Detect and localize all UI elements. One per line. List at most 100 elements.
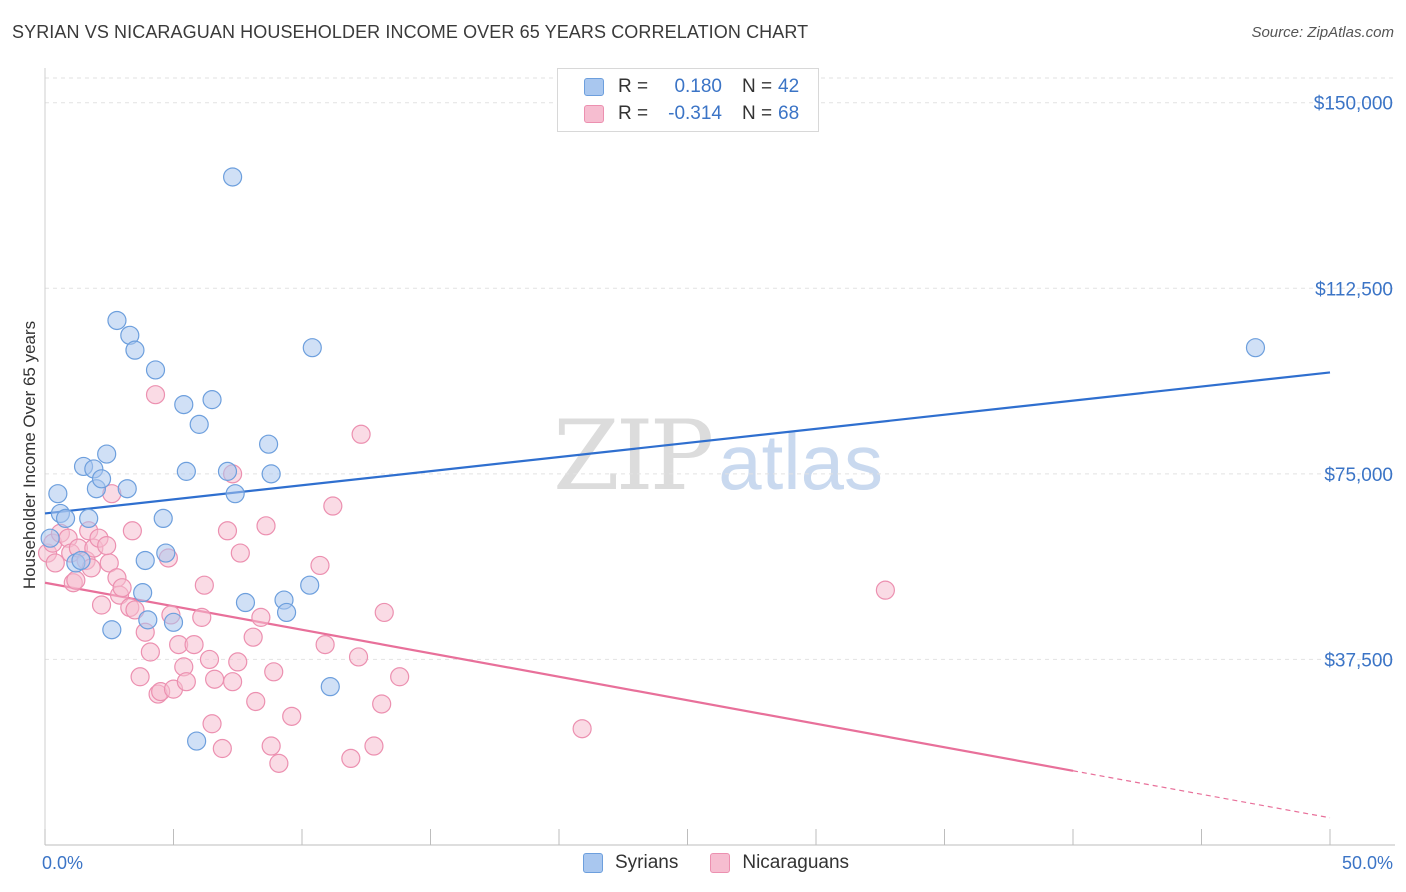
- legend-row-nicaraguans: R = -0.314 N = 68: [584, 101, 799, 127]
- nicaraguan-point: [122, 521, 142, 541]
- legend-swatch-nicaraguans: [584, 105, 604, 123]
- nicaraguan-point: [390, 667, 410, 687]
- nicaraguan-point: [256, 516, 276, 536]
- nicaraguan-point: [194, 575, 214, 595]
- nicaraguan-point: [230, 543, 250, 563]
- legend-r-label: R =: [618, 103, 649, 124]
- nicaraguan-point: [341, 748, 361, 769]
- legend-row-syrians: R = 0.180 N = 42: [584, 74, 799, 100]
- syrians-trend-line: [44, 371, 1331, 515]
- syrian-point: [261, 464, 281, 484]
- tick-labels: $37,500 $75,000 $112,500 $150,000 0.0% 50.0%: [42, 94, 1393, 873]
- nicaraguans-trend-line: [44, 581, 1074, 772]
- syrian-point: [91, 469, 112, 489]
- nicaraguan-point: [348, 647, 369, 667]
- legend-r-label: R =: [618, 76, 649, 97]
- y-tick-label: $75,000: [1324, 465, 1393, 486]
- x-tick-label-min: 0.0%: [42, 853, 83, 873]
- y-tick-label: $150,000: [1314, 94, 1393, 115]
- x-tick-label-max: 50.0%: [1342, 853, 1393, 873]
- syrian-point: [40, 528, 60, 548]
- nicaraguan-point: [66, 570, 86, 590]
- nicaraguan-point: [261, 736, 281, 756]
- legend-swatch-nicaraguans: [710, 853, 731, 873]
- nicaraguan-point: [875, 580, 895, 600]
- syrian-point: [176, 461, 196, 481]
- syrian-point: [102, 620, 122, 640]
- syrian-point: [187, 731, 207, 751]
- nicaraguan-point: [91, 595, 112, 615]
- syrian-point: [225, 484, 245, 504]
- syrian-point: [153, 508, 173, 529]
- syrian-point: [156, 543, 176, 563]
- correlation-legend: R = 0.180 N = 42 R = -0.314 N = 68: [557, 68, 819, 132]
- watermark: ZIP atlas: [553, 400, 883, 512]
- syrian-point: [1245, 338, 1266, 358]
- nicaraguan-point: [223, 672, 243, 692]
- syrian-point: [163, 612, 184, 632]
- chart-source: Source: ZipAtlas.com: [1251, 24, 1394, 41]
- y-tick-label: $37,500: [1324, 650, 1393, 671]
- nicaraguan-point: [202, 714, 222, 734]
- grid-lines: [45, 77, 1395, 660]
- legend-n-label: N =: [742, 103, 773, 124]
- nicaraguan-point: [130, 667, 150, 687]
- syrian-point: [202, 390, 222, 410]
- legend-label-syrians: Syrians: [615, 852, 679, 873]
- legend-item-nicaraguans[interactable]: Nicaraguans: [710, 852, 849, 874]
- nicaraguan-point: [176, 672, 196, 692]
- syrian-point: [117, 479, 137, 499]
- syrian-point: [138, 610, 158, 630]
- legend-r-value-nicaraguans: -0.314: [668, 103, 722, 124]
- y-tick-label: $112,500: [1315, 279, 1393, 300]
- syrian-point: [135, 550, 155, 571]
- syrian-point: [258, 434, 279, 454]
- legend-label-nicaraguans: Nicaraguans: [742, 852, 850, 873]
- nicaraguan-point: [97, 536, 117, 556]
- syrian-point: [145, 360, 166, 380]
- nicaraguan-point: [217, 521, 238, 541]
- nicaraguan-point: [310, 555, 330, 576]
- syrian-point: [48, 484, 68, 504]
- syrian-point: [300, 575, 320, 595]
- legend-swatch-syrians: [583, 853, 603, 873]
- nicaraguan-point: [45, 553, 65, 573]
- nicaraguan-point: [315, 634, 335, 655]
- syrian-point: [125, 340, 145, 360]
- syrian-point: [79, 508, 99, 529]
- nicaraguan-point: [199, 649, 220, 670]
- syrian-point: [276, 602, 297, 623]
- nicaraguan-point: [282, 706, 302, 726]
- data-points: [37, 167, 1266, 773]
- axes: [44, 68, 1395, 846]
- nicaraguan-point: [246, 691, 266, 712]
- legend-swatch-syrians: [584, 78, 604, 96]
- legend-n-label: N =: [742, 76, 773, 97]
- nicaraguans-trend-extension: [1072, 770, 1331, 819]
- syrian-point: [302, 338, 322, 358]
- syrian-point: [217, 461, 238, 481]
- chart-title: SYRIAN VS NICARAGUAN HOUSEHOLDER INCOME …: [12, 22, 809, 42]
- trend-lines: [44, 371, 1331, 819]
- legend-r-value-syrians: 0.180: [674, 76, 722, 97]
- watermark-atlas: atlas: [718, 418, 883, 506]
- nicaraguan-point: [251, 607, 271, 627]
- legend-item-syrians[interactable]: Syrians: [583, 852, 678, 874]
- nicaraguan-point: [351, 424, 371, 444]
- syrian-point: [189, 414, 209, 434]
- nicaraguan-point: [269, 753, 289, 773]
- nicaraguan-point: [192, 607, 212, 627]
- nicaraguan-point: [323, 496, 343, 516]
- nicaraguan-point: [184, 634, 204, 655]
- syrian-point: [223, 167, 243, 187]
- syrian-point: [97, 444, 117, 464]
- nicaraguan-point: [264, 662, 284, 682]
- nicaraguan-point: [140, 642, 160, 662]
- syrian-point: [320, 677, 340, 697]
- legend-n-value-nicaraguans: 68: [778, 103, 800, 124]
- watermark-zip: ZIP: [553, 400, 714, 512]
- nicaraguan-point: [125, 600, 145, 620]
- nicaraguan-point: [145, 385, 166, 405]
- nicaraguan-point: [364, 736, 384, 756]
